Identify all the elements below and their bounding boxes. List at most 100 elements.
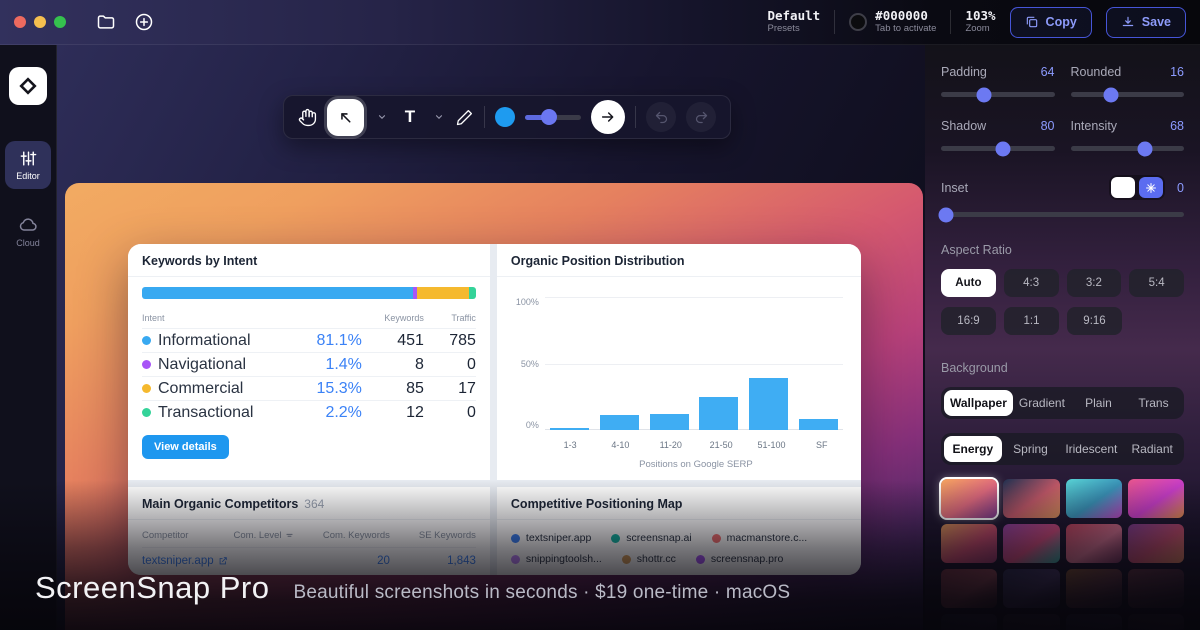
bar-slot — [644, 297, 694, 430]
competitors-table-header: Competitor Com. Level Com. Keywords SE K… — [142, 530, 476, 541]
new-project-button[interactable] — [132, 10, 156, 34]
save-button[interactable]: Save — [1105, 6, 1186, 38]
slider-knob[interactable] — [1103, 87, 1119, 102]
top-bar: Default Presets #000000 Tab to activate … — [0, 0, 1200, 45]
arrow-tool-dropdown[interactable] — [377, 112, 387, 122]
zoom-control[interactable]: 103% Zoom — [965, 8, 995, 35]
slider-knob[interactable] — [976, 87, 992, 102]
wallpaper-thumbnail-16[interactable] — [1127, 614, 1184, 630]
left-sidebar: Editor Cloud — [0, 45, 57, 630]
stroke-width-slider[interactable] — [525, 109, 581, 125]
chart-x-axis: 1-3 4-10 11-20 21-50 51-100 SF — [545, 440, 847, 450]
slider-knob[interactable] — [1137, 141, 1153, 156]
stroke-color-button[interactable] — [495, 107, 515, 127]
arrow-shape-tool-button[interactable] — [591, 100, 625, 134]
background-tab-wallpaper[interactable]: Wallpaper — [944, 390, 1013, 416]
competitor-domain: textsniper.app — [142, 555, 234, 567]
chart-y-axis: 100% 50% 0% — [511, 297, 545, 430]
y-tick-label: 0% — [525, 420, 539, 430]
text-tool-button[interactable]: T — [404, 107, 416, 126]
background-tab-plain[interactable]: Plain — [1085, 396, 1112, 410]
wallpaper-thumbnail-4[interactable] — [1127, 479, 1184, 518]
inset-light-toggle[interactable] — [1111, 177, 1136, 198]
wallpaper-thumbnail-8[interactable] — [1127, 524, 1184, 563]
minimize-window-button[interactable] — [34, 16, 46, 28]
sliders-icon — [19, 149, 38, 168]
wallpaper-thumbnail-12[interactable] — [1127, 569, 1184, 608]
wallpaper-thumbnail-2[interactable] — [1003, 479, 1060, 518]
card-title: Main Organic Competitors — [142, 497, 299, 511]
sidebar-item-cloud[interactable]: Cloud — [5, 207, 51, 256]
padding-slider[interactable] — [941, 87, 1055, 102]
wallpaper-thumbnail-14[interactable] — [1003, 614, 1060, 630]
slider-knob[interactable] — [995, 141, 1011, 156]
wallpaper-style-tabs: Energy Spring Iridescent Radiant — [941, 433, 1184, 465]
intent-bar-segment — [142, 287, 413, 299]
redo-button[interactable] — [686, 102, 716, 132]
aspect-option-3-2[interactable]: 3:2 — [1066, 269, 1122, 297]
card-title: Keywords by Intent — [142, 254, 258, 268]
competitors-count: 364 — [304, 497, 325, 511]
slider-label: Rounded — [1070, 65, 1122, 79]
undo-button[interactable] — [646, 102, 676, 132]
chart-bar — [749, 378, 788, 430]
wallpaper-thumbnail-11[interactable] — [1065, 569, 1122, 608]
sort-icon — [286, 533, 293, 537]
pen-tool-button[interactable] — [456, 108, 474, 126]
select-arrow-tool-button[interactable] — [327, 98, 364, 136]
presets-control[interactable]: Default Presets — [767, 8, 820, 35]
x-tick-label: 4-10 — [611, 440, 630, 450]
app-logo[interactable] — [9, 67, 47, 105]
aspect-option-1-1[interactable]: 1:1 — [1004, 307, 1059, 335]
wallpaper-style-iridescent[interactable]: Iridescent — [1065, 442, 1118, 456]
copy-button[interactable]: Copy — [1009, 6, 1092, 38]
color-picker-control[interactable]: #000000 Tab to activate — [849, 7, 936, 35]
aspect-option-4-3[interactable]: 4:3 — [1003, 269, 1059, 297]
legend-item: macmanstore.c... — [711, 532, 807, 544]
wallpaper-style-radiant[interactable]: Radiant — [1131, 442, 1173, 456]
aspect-option-5-4[interactable]: 5:4 — [1129, 269, 1184, 297]
maximize-window-button[interactable] — [54, 16, 66, 28]
wallpaper-thumbnail-3[interactable] — [1065, 479, 1122, 518]
chart-x-axis-title: Positions on Google SERP — [639, 459, 753, 470]
product-name: ScreenSnap Pro — [35, 570, 270, 605]
aspect-option-16-9[interactable]: 16:9 — [941, 307, 996, 335]
color-hex-value: #000000 — [875, 7, 928, 23]
inset-label: Inset — [941, 180, 969, 195]
shadow-slider[interactable] — [941, 141, 1055, 156]
intent-bar-segment — [468, 287, 476, 299]
inset-blur-toggle[interactable] — [1139, 177, 1164, 198]
rounded-slider[interactable] — [1070, 87, 1184, 102]
wallpaper-thumbnail-9[interactable] — [941, 569, 998, 608]
wallpaper-thumbnail-5[interactable] — [941, 524, 998, 563]
close-window-button[interactable] — [14, 16, 26, 28]
wallpaper-thumbnail-13[interactable] — [941, 614, 998, 630]
intensity-slider[interactable] — [1070, 141, 1184, 156]
bar-slot — [744, 297, 794, 430]
wallpaper-style-spring[interactable]: Spring — [1013, 442, 1048, 456]
slider-value: 64 — [1040, 65, 1055, 79]
legend-dot — [510, 533, 520, 543]
aspect-option-9-16[interactable]: 9:16 — [1067, 307, 1122, 335]
preset-label: Presets — [767, 23, 800, 35]
wallpaper-thumbnail-7[interactable] — [1065, 524, 1122, 563]
wallpaper-canvas[interactable]: Keywords by Intent Intent Keywords Traff… — [65, 183, 923, 630]
wallpaper-thumbnail-1[interactable] — [938, 477, 1000, 520]
legend-label: textsniper.app — [525, 532, 592, 544]
color-swatch[interactable] — [849, 12, 868, 31]
bar-slot — [694, 297, 744, 430]
wallpaper-thumbnail-15[interactable] — [1065, 614, 1122, 630]
wallpaper-thumbnail-10[interactable] — [1003, 569, 1060, 608]
background-tab-gradient[interactable]: Gradient — [1018, 396, 1065, 410]
aspect-option-auto[interactable]: Auto — [941, 269, 996, 297]
inset-slider[interactable] — [938, 207, 1184, 222]
open-folder-button[interactable] — [94, 10, 118, 34]
text-tool-dropdown[interactable] — [434, 112, 444, 122]
hand-tool-button[interactable] — [298, 108, 317, 127]
divider — [635, 106, 636, 128]
sidebar-item-editor[interactable]: Editor — [5, 141, 51, 189]
wallpaper-style-energy[interactable]: Energy — [944, 436, 1002, 462]
window-controls — [14, 16, 66, 28]
wallpaper-thumbnail-6[interactable] — [1003, 524, 1060, 563]
background-tab-trans[interactable]: Trans — [1138, 396, 1169, 410]
